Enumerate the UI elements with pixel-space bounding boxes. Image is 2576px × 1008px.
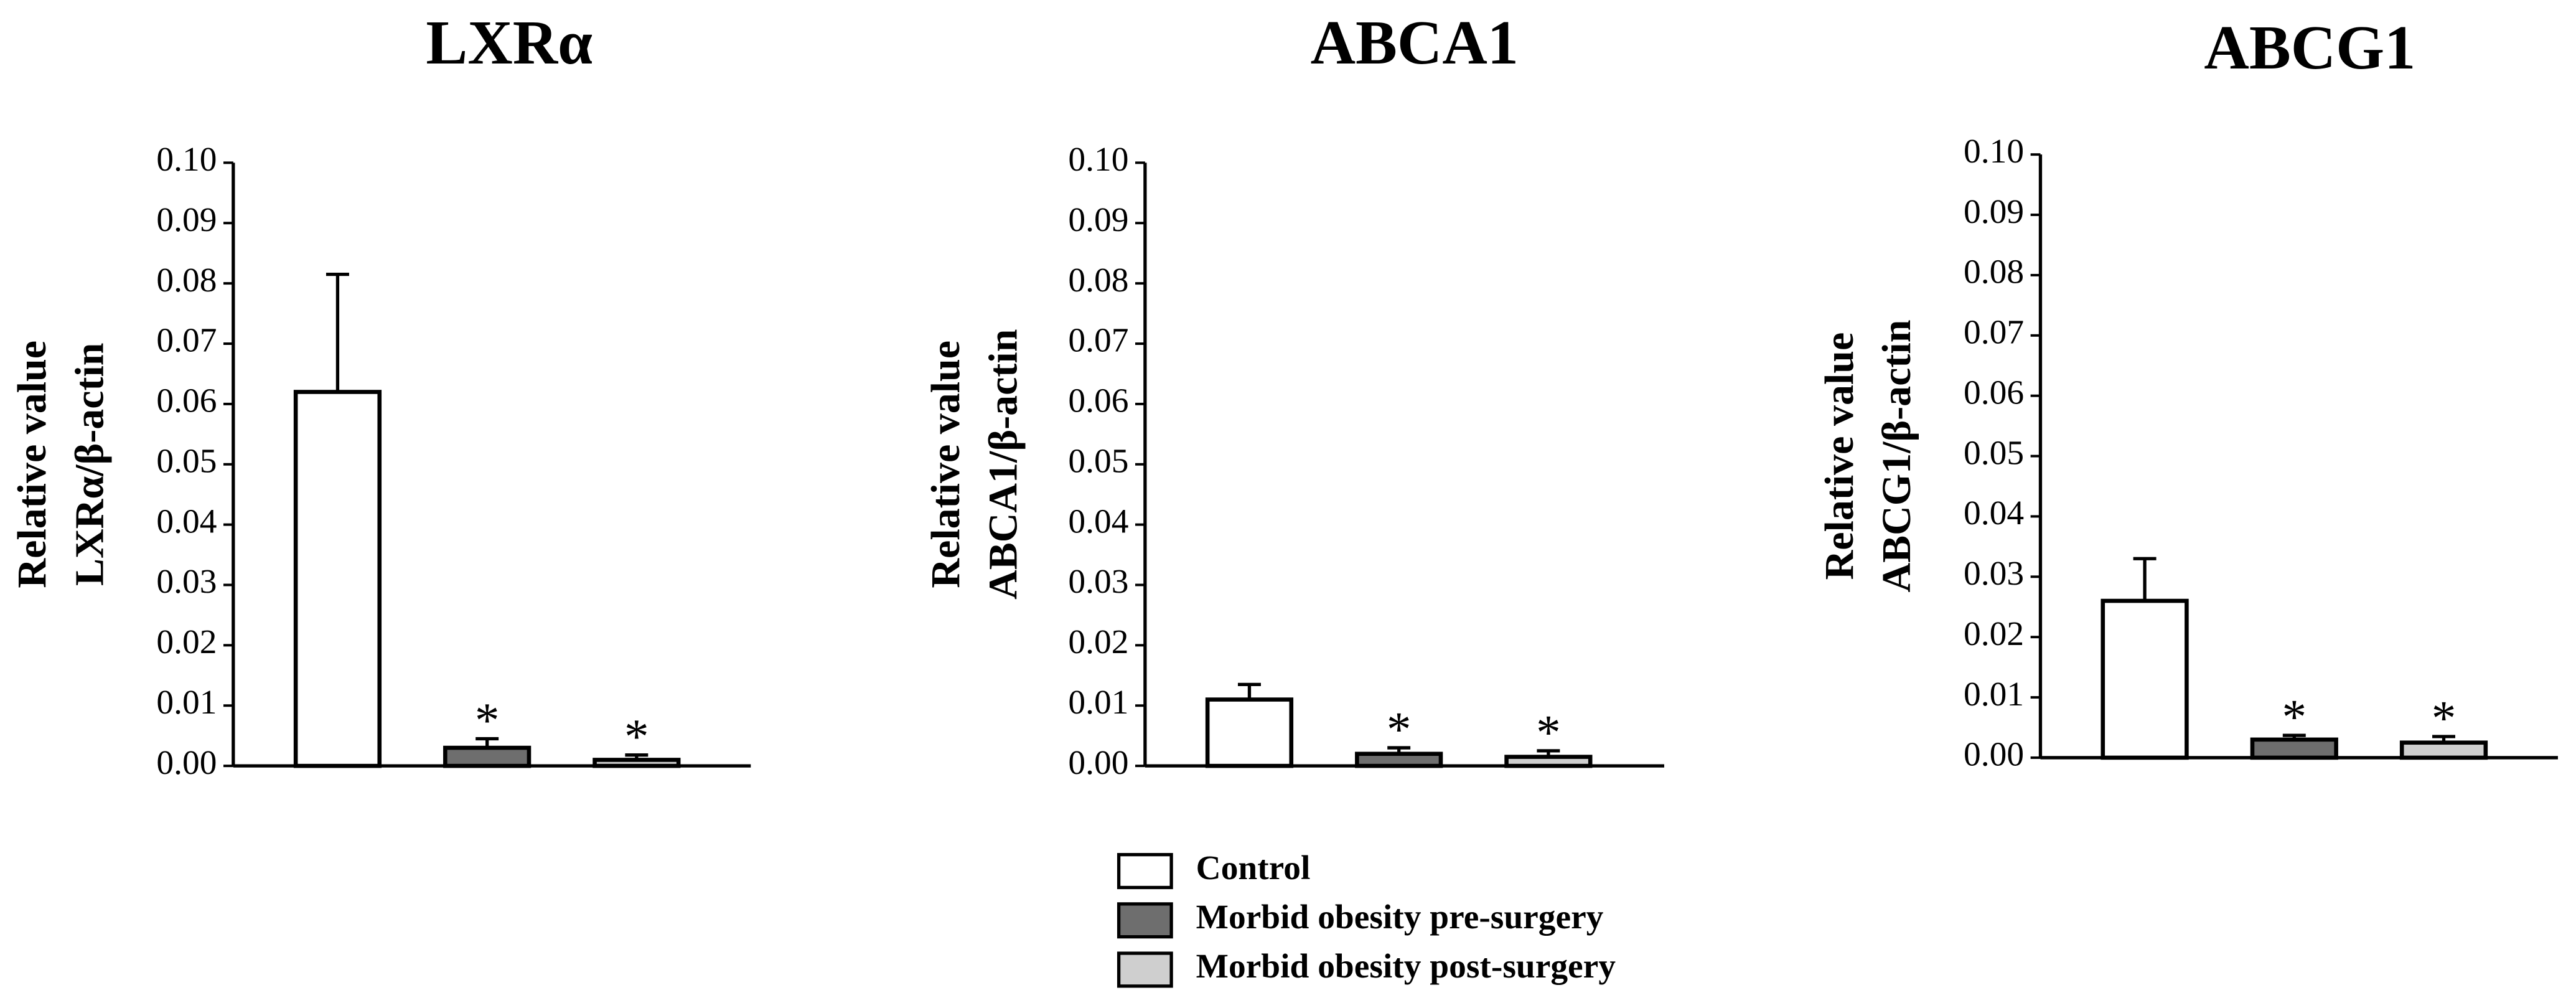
significance-marker: * (1536, 705, 1561, 760)
significance-marker: * (2282, 690, 2307, 745)
y-axis-label: Relative value (9, 341, 55, 588)
y-tick-label: 0.06 (1964, 373, 2024, 411)
y-tick-label: 0.06 (1068, 382, 1128, 420)
y-axis-label: ABCA1/β-actin (980, 329, 1026, 600)
y-tick-label: 0.09 (1068, 200, 1128, 238)
y-tick-label: 0.00 (1068, 743, 1128, 781)
y-tick-label: 0.10 (1068, 140, 1128, 178)
significance-marker: * (2432, 691, 2457, 746)
y-tick-label: 0.01 (156, 683, 217, 721)
legend-label: Morbid obesity post-surgery (1196, 947, 1616, 985)
chart-title: ABCA1 (1311, 8, 1519, 77)
y-tick-label: 0.03 (156, 562, 217, 600)
y-tick-label: 0.05 (1068, 441, 1128, 479)
y-tick-label: 0.03 (1068, 562, 1128, 600)
y-tick-label: 0.00 (1964, 735, 2024, 773)
legend-swatch (1117, 902, 1173, 939)
chart-title: LXRα (426, 8, 592, 77)
y-tick-label: 0.03 (1964, 554, 2024, 592)
y-axis-label: LXRα/β-actin (67, 343, 113, 586)
y-tick-label: 0.08 (156, 261, 217, 299)
y-tick-label: 0.02 (1964, 615, 2024, 652)
y-tick-label: 0.04 (1068, 502, 1128, 540)
significance-marker: * (1387, 702, 1412, 757)
y-axis-label: Relative value (1817, 332, 1862, 580)
legend-label: Morbid obesity pre-surgery (1196, 898, 1604, 936)
y-tick-label: 0.01 (1964, 675, 2024, 713)
y-tick-label: 0.04 (156, 502, 217, 540)
y-tick-label: 0.07 (156, 321, 217, 359)
y-tick-label: 0.04 (1964, 494, 2024, 532)
bar (443, 745, 532, 768)
y-tick-label: 0.09 (156, 200, 217, 238)
y-tick-label: 0.08 (1068, 261, 1128, 299)
y-tick-label: 0.08 (1964, 253, 2024, 291)
y-tick-label: 0.02 (156, 623, 217, 661)
significance-marker: * (624, 710, 649, 765)
y-tick-label: 0.05 (156, 441, 217, 479)
legend-label: Control (1196, 849, 1311, 887)
y-tick-label: 0.06 (156, 382, 217, 420)
y-tick-label: 0.07 (1964, 313, 2024, 351)
bar (293, 390, 382, 768)
significance-marker: * (475, 694, 500, 748)
y-tick-label: 0.07 (1068, 321, 1128, 359)
bar (592, 758, 681, 768)
bar (1205, 697, 1294, 768)
bar (1504, 755, 1593, 768)
y-tick-label: 0.10 (1964, 132, 2024, 170)
y-tick-label: 0.05 (1964, 433, 2024, 471)
y-tick-label: 0.00 (156, 743, 217, 781)
bar (2399, 740, 2488, 760)
y-tick-label: 0.10 (156, 140, 217, 178)
y-tick-label: 0.02 (1068, 623, 1128, 661)
legend-swatch (1117, 951, 1173, 988)
bar (2250, 737, 2338, 760)
bar (1355, 751, 1443, 768)
y-axis-label: Relative value (923, 341, 968, 588)
chart-title: ABCG1 (2204, 13, 2415, 82)
bar (2101, 598, 2189, 760)
legend-swatch (1117, 853, 1173, 890)
y-tick-label: 0.01 (1068, 683, 1128, 721)
y-axis-label: ABCG1/β-actin (1874, 320, 1919, 593)
y-tick-label: 0.09 (1964, 192, 2024, 230)
